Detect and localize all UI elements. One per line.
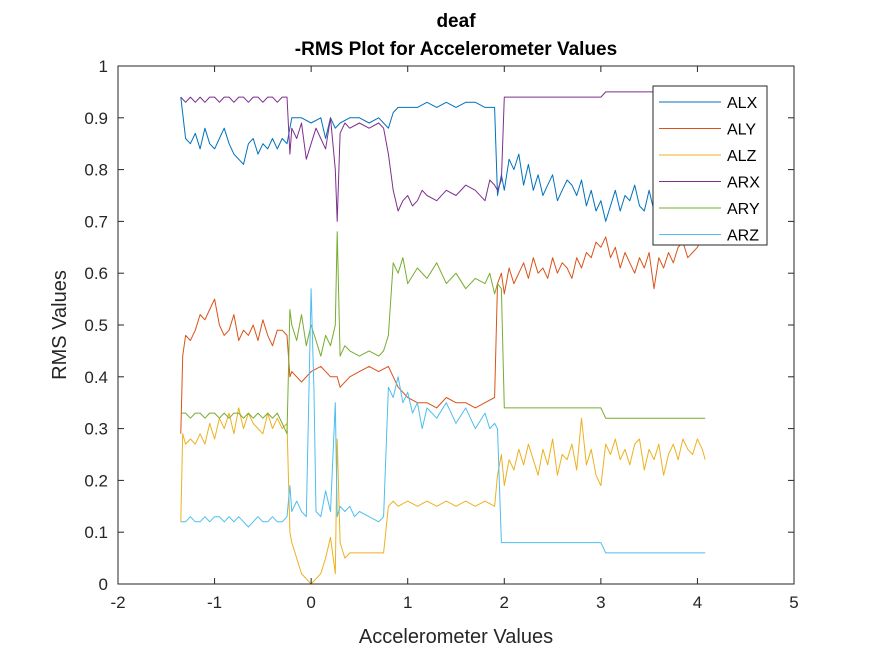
y-tick-label: 1 [99,57,108,76]
x-tick-label: 3 [596,593,605,612]
y-tick-label: 0.6 [84,264,108,283]
y-tick-label: 0.5 [84,316,108,335]
y-axis-label: RMS Values [49,270,71,380]
y-axis: 0 0.1 0.2 0.3 0.4 0.5 0.6 0.7 0.8 0.9 1 [84,57,794,594]
series-line-aly [180,236,706,434]
y-tick-label: 0.2 [84,471,108,490]
legend-label-ary: ARY [727,201,760,218]
x-tick-label: 5 [789,593,798,612]
series-line-alz [180,407,706,585]
x-tick-label: -2 [110,593,125,612]
plot-lines [180,91,706,585]
x-axis-label: Accelerometer Values [359,626,553,648]
y-tick-label: 0.1 [84,523,108,542]
chart-title: deaf [436,11,476,32]
x-tick-label: 1 [403,593,412,612]
x-axis: -2 -1 0 1 2 3 4 5 [110,66,799,612]
y-tick-label: 0.3 [84,420,108,439]
x-tick-label: -1 [207,593,222,612]
legend-label-arz: ARZ [727,228,759,245]
x-tick-label: 4 [693,593,702,612]
x-tick-label: 0 [306,593,315,612]
y-tick-label: 0.4 [84,368,108,387]
y-tick-label: 0.7 [84,212,108,231]
series-line-alx [180,97,706,222]
series-line-arz [180,288,706,554]
legend-label-aly: ALY [727,122,756,139]
y-tick-label: 0.9 [84,109,108,128]
legend-label-alx: ALX [727,95,758,112]
series-line-arx [180,91,706,222]
legend-label-arx: ARX [727,175,760,192]
chart-subtitle: -RMS Plot for Accelerometer Values [295,39,617,60]
y-tick-label: 0.8 [84,161,108,180]
series-line-ary [180,231,706,435]
x-tick-label: 2 [500,593,509,612]
y-tick-label: 0 [99,575,108,594]
legend-label-alz: ALZ [727,148,757,165]
legend: ALX ALY ALZ ARX ARY ARZ [652,85,768,246]
legend-box [652,85,768,246]
